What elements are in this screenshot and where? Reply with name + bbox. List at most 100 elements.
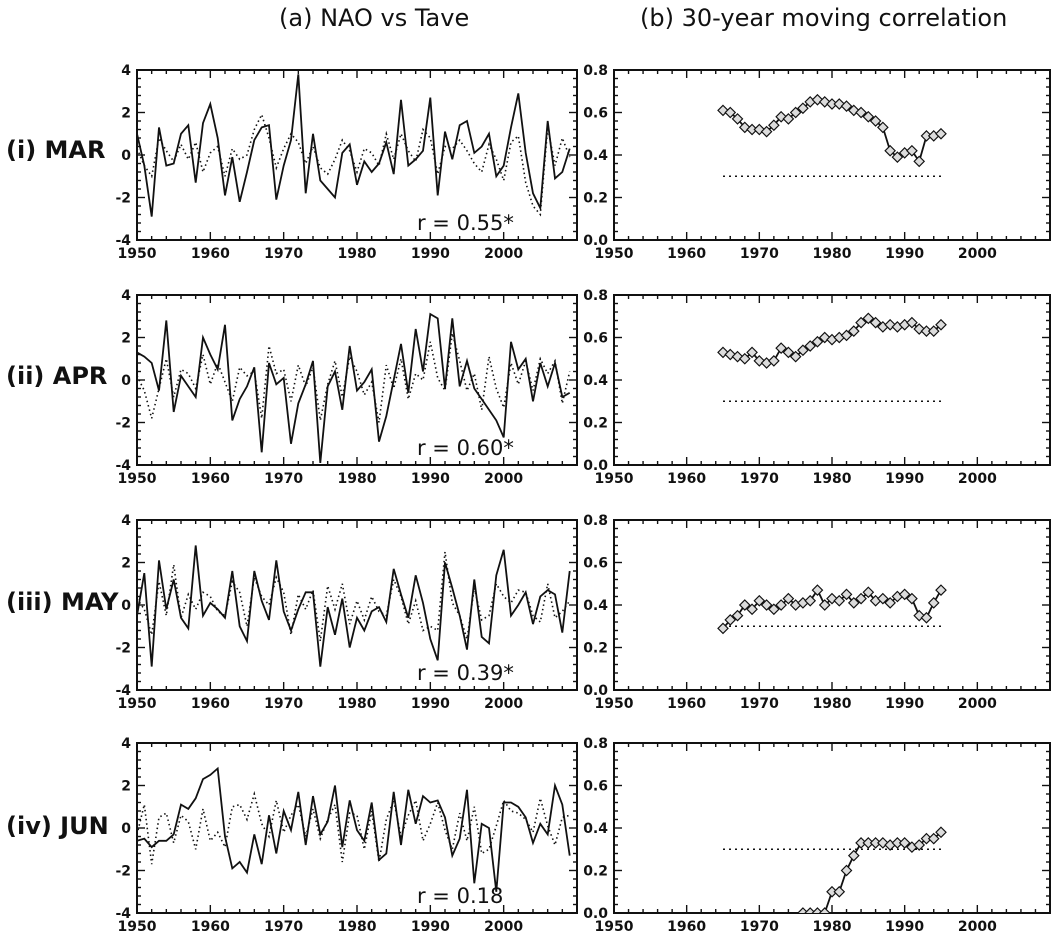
moving-corr-jun-xtick-label: 1970 (740, 919, 779, 935)
moving-corr-jun-xtick-label: 1950 (595, 919, 634, 935)
moving-corr-apr-ytick-label: 0.8 (583, 288, 608, 304)
nao-tave-apr-ytick-label: 2 (121, 331, 131, 347)
moving-corr-may-point (862, 586, 875, 599)
moving-corr-mar-panel: 1950 1960 1970 1980 1990 2000 0.0 0.2 0.4 0.6 0.8 (583, 63, 1051, 262)
nao-tave-mar-xtick-label: 2000 (484, 246, 523, 262)
moving-corr-jun-point (927, 832, 940, 845)
moving-corr-apr-ytick-label: 0.2 (583, 416, 608, 432)
moving-corr-may-point (731, 609, 744, 622)
row-label-apr: (ii) APR (6, 362, 108, 390)
nao-tave-apr-xtick-label: 1960 (191, 471, 230, 487)
moving-corr-jun-xtick-label: 1980 (813, 919, 852, 935)
nao-tave-apr-ytick-label: 4 (121, 288, 131, 304)
moving-corr-may-point (906, 592, 918, 605)
moving-corr-apr-point (768, 355, 780, 367)
moving-corr-apr-point (804, 340, 817, 352)
moving-corr-apr-point (746, 346, 758, 359)
moving-corr-apr-point (935, 318, 947, 331)
moving-corr-may-point (738, 599, 751, 611)
moving-corr-mar-point (760, 125, 773, 138)
moving-corr-apr-ytick-label: 0.4 (583, 373, 608, 389)
header-left: (a) NAO vs Tave (279, 4, 470, 32)
moving-corr-jun-ytick-label: 0.2 (583, 864, 608, 880)
moving-corr-may-ytick-label: 0.2 (583, 641, 608, 657)
nao-tave-mar-solid-series (137, 74, 571, 217)
nao-tave-may-xtick-label: 1970 (264, 696, 303, 712)
moving-corr-may-point (833, 594, 846, 607)
moving-corr-jun-xtick-label: 1960 (667, 919, 706, 935)
moving-corr-may-xtick-label: 2000 (958, 696, 997, 712)
moving-corr-mar-point (768, 119, 780, 132)
nao-tave-jun-xtick-label: 1950 (118, 919, 157, 935)
nao-tave-may-panel: 1950 1960 1970 1980 1990 2000 -4 -2 0 2 4 r = 0.39* (115, 513, 578, 712)
moving-corr-may-point (804, 594, 817, 607)
moving-corr-mar-xtick-label: 1990 (885, 246, 924, 262)
moving-corr-apr-xtick-label: 1960 (667, 471, 706, 487)
moving-corr-may-point (746, 603, 758, 616)
moving-corr-apr-point (789, 350, 802, 363)
moving-corr-apr-xtick-label: 2000 (958, 471, 997, 487)
moving-corr-jun-point (840, 864, 853, 877)
nao-tave-apr-xtick-label: 1950 (118, 471, 157, 487)
nao-tave-may-xtick-label: 1990 (411, 696, 450, 712)
moving-corr-apr-frame (613, 294, 1051, 466)
moving-corr-may-ytick-label: 0.0 (583, 683, 608, 699)
nao-tave-apr-ytick-label: -2 (115, 416, 131, 432)
moving-corr-may-point (760, 599, 773, 611)
moving-corr-mar-point (862, 110, 875, 123)
nao-tave-may-r-label: r = 0.39* (417, 661, 514, 685)
moving-corr-mar-point (935, 127, 947, 140)
moving-corr-may-xtick-label: 1970 (740, 696, 779, 712)
nao-tave-may-ytick-label: 0 (121, 598, 131, 614)
nao-tave-may-xtick-label: 1960 (191, 696, 230, 712)
nao-tave-mar-xtick-label: 1970 (264, 246, 303, 262)
nao-tave-apr-xtick-label: 1980 (338, 471, 377, 487)
moving-corr-apr-xtick-label: 1980 (813, 471, 852, 487)
moving-corr-jun-panel: 1950 1960 1970 1980 1990 2000 0.0 0.2 0.4 0.6 0.8 (583, 736, 1051, 935)
moving-corr-may-point (855, 592, 867, 605)
moving-corr-jun-point (913, 839, 926, 851)
moving-corr-mar-point (891, 151, 904, 163)
moving-corr-mar-point (782, 113, 795, 125)
moving-corr-mar-ytick-label: 0.4 (583, 148, 608, 164)
nao-tave-apr-xtick-label: 1970 (264, 471, 303, 487)
moving-corr-may-point (884, 597, 896, 609)
moving-corr-jun-point (898, 837, 911, 849)
moving-corr-apr-panel: 1950 1960 1970 1980 1990 2000 0.0 0.2 0.4 0.6 0.8 (583, 288, 1051, 487)
moving-corr-may-panel: 1950 1960 1970 1980 1990 2000 0.0 0.2 0.4 0.6 0.8 (583, 513, 1051, 712)
nao-tave-may-solid-series (137, 545, 571, 667)
nao-tave-mar-ytick-label: 4 (121, 63, 131, 79)
moving-corr-may-point (775, 599, 787, 611)
nao-tave-mar-dotted-series (137, 112, 571, 217)
nao-tave-jun-xtick-label: 1990 (411, 919, 450, 935)
moving-corr-apr-point (797, 344, 809, 357)
moving-corr-may-point (920, 611, 933, 624)
moving-corr-mar-point (877, 121, 889, 134)
nao-tave-mar-ytick-label: -4 (115, 233, 131, 249)
moving-corr-mar-point (855, 106, 867, 119)
moving-corr-apr-point (811, 335, 824, 348)
moving-corr-may-point (840, 588, 853, 601)
moving-corr-mar-point (913, 155, 926, 168)
moving-corr-may-frame (613, 519, 1051, 691)
nao-tave-jun-xtick-label: 1970 (264, 919, 303, 935)
moving-corr-may-point (877, 592, 889, 605)
moving-corr-mar-xtick-label: 1970 (740, 246, 779, 262)
moving-corr-apr-xtick-label: 1970 (740, 471, 779, 487)
moving-corr-mar-point (789, 106, 802, 119)
nao-tave-mar-panel: 1950 1960 1970 1980 1990 2000 -4 -2 0 2 4 r = 0.55* (115, 63, 578, 262)
nao-tave-may-xtick-label: 1950 (118, 696, 157, 712)
moving-corr-apr-point (855, 316, 867, 329)
moving-corr-may-ytick-label: 0.6 (583, 556, 608, 572)
nao-tave-jun-solid-series (137, 766, 571, 892)
moving-corr-may-point (935, 584, 947, 596)
moving-corr-may-xtick-label: 1960 (667, 696, 706, 712)
moving-corr-apr-point (869, 316, 882, 329)
moving-corr-apr-ytick-label: 0.6 (583, 331, 608, 347)
moving-corr-mar-point (731, 113, 744, 125)
nao-tave-mar-r-label: r = 0.55* (417, 211, 514, 235)
row-label-mar: (i) MAR (6, 136, 106, 164)
moving-corr-mar-xtick-label: 2000 (958, 246, 997, 262)
nao-tave-mar-ytick-label: 2 (121, 106, 131, 122)
